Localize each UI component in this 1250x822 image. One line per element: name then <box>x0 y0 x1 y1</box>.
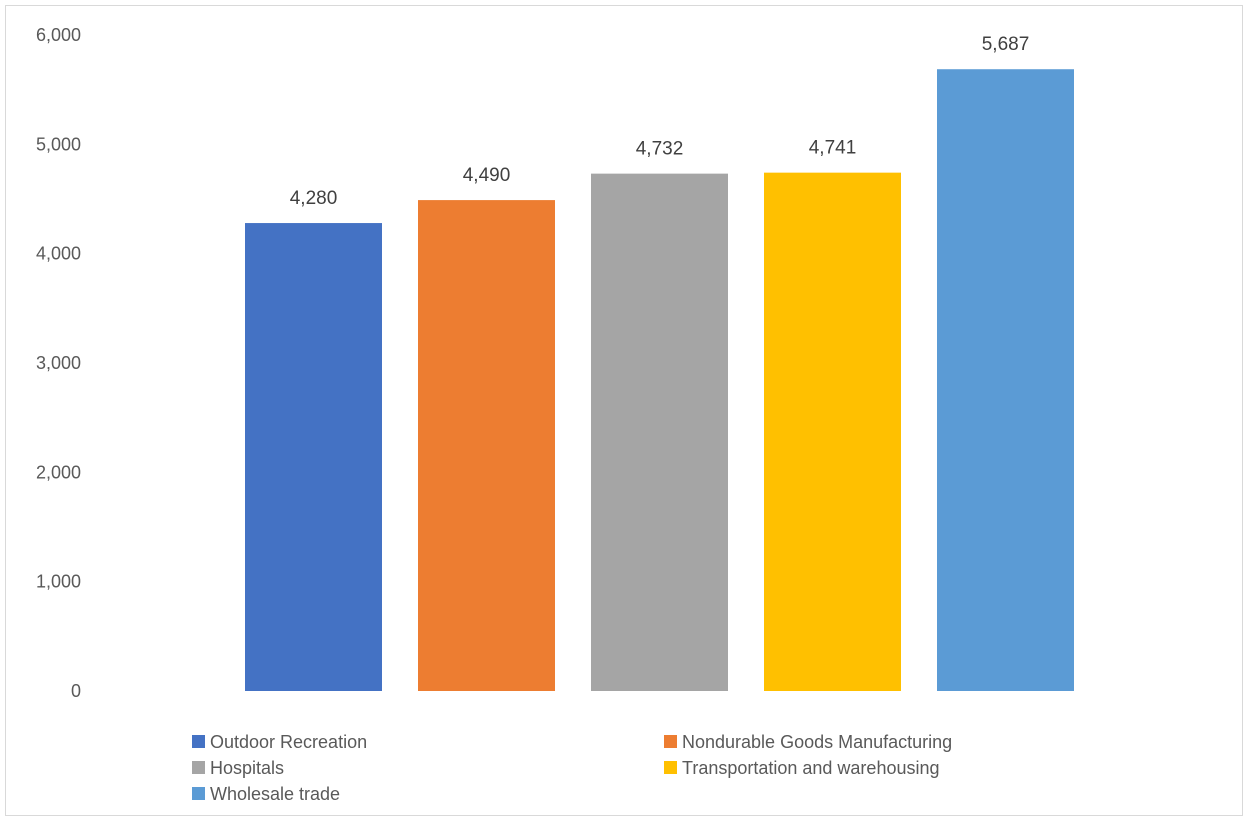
bars <box>245 69 1074 692</box>
bar[interactable] <box>937 69 1074 692</box>
bar[interactable] <box>245 223 382 691</box>
y-tick-label: 0 <box>71 681 81 701</box>
legend-swatch <box>664 761 677 774</box>
data-label: 5,687 <box>982 34 1030 55</box>
bar[interactable] <box>418 200 555 692</box>
legend-swatch <box>192 761 205 774</box>
y-tick-label: 3,000 <box>36 353 81 373</box>
legend-swatch <box>192 787 205 800</box>
legend: Outdoor Recreation Nondurable Goods Manuf… <box>192 732 952 804</box>
legend-label: Outdoor Recreation <box>210 732 367 752</box>
data-label: 4,741 <box>809 138 857 159</box>
data-label: 4,732 <box>636 139 684 160</box>
y-axis: 0 1,000 2,000 3,000 4,000 5,000 6,000 <box>36 25 81 701</box>
legend-label: Nondurable Goods Manufacturing <box>682 732 952 752</box>
legend-swatch <box>192 735 205 748</box>
legend-label: Wholesale trade <box>210 784 340 804</box>
legend-label: Hospitals <box>210 758 284 778</box>
y-tick-label: 1,000 <box>36 572 81 592</box>
bar[interactable] <box>591 173 728 692</box>
bar[interactable] <box>764 172 901 692</box>
legend-swatch <box>664 735 677 748</box>
data-label: 4,490 <box>463 165 511 186</box>
y-tick-label: 4,000 <box>36 244 81 264</box>
data-labels: 4,280 4,490 4,732 4,741 5,687 <box>290 34 1030 209</box>
bar-chart: 0 1,000 2,000 3,000 4,000 5,000 6,000 4,280 4,4… <box>36 25 1074 804</box>
chart-frame: 0 1,000 2,000 3,000 4,000 5,000 6,000 4,280 4,4… <box>5 5 1243 816</box>
y-tick-label: 5,000 <box>36 134 81 154</box>
data-label: 4,280 <box>290 188 338 209</box>
legend-label: Transportation and warehousing <box>682 758 940 778</box>
y-tick-label: 6,000 <box>36 25 81 45</box>
y-tick-label: 2,000 <box>36 462 81 482</box>
